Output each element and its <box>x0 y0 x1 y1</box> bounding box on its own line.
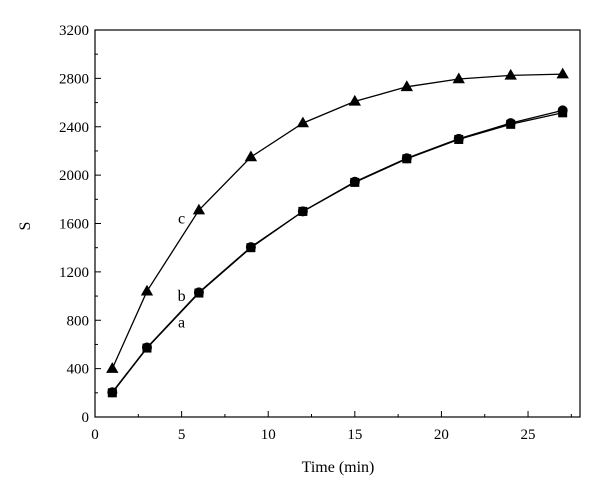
data-point-c <box>296 116 309 128</box>
x-tick-label: 20 <box>434 427 449 443</box>
data-point-b <box>401 153 412 164</box>
plot-area <box>94 29 581 418</box>
y-tick-label: 0 <box>82 410 90 426</box>
data-point-b <box>107 387 118 398</box>
series-layer <box>106 67 569 398</box>
y-tick-label: 3200 <box>59 23 89 39</box>
y-tick-label: 1200 <box>59 265 89 281</box>
y-tick-label: 2400 <box>59 120 89 136</box>
curve-label-c: c <box>178 211 185 228</box>
x-tick-label: 15 <box>347 427 362 443</box>
data-point-c <box>140 284 154 296</box>
annotation-layer: c ba <box>178 211 186 332</box>
data-point-b <box>505 118 516 129</box>
x-tick-label: 0 <box>91 427 99 443</box>
data-point-c <box>192 203 206 215</box>
series-line-a <box>111 112 563 394</box>
y-tick-label: 400 <box>67 362 90 378</box>
series-line-c <box>111 73 563 369</box>
data-point-c <box>556 67 569 79</box>
data-point-b <box>141 342 152 353</box>
y-tick-label: 2800 <box>59 71 89 87</box>
x-axis-label: Time (min) <box>302 459 375 476</box>
data-point-b <box>453 133 464 144</box>
data-point-c <box>504 68 517 80</box>
x-tick-label: 5 <box>178 427 186 443</box>
y-axis-label: S <box>17 222 34 231</box>
tick-layer: 0 5 10 15 20 25 0 400 800 1200 1600 2000 2400 2800 320… <box>59 23 572 443</box>
data-point-c <box>106 362 119 373</box>
data-point-c <box>244 150 258 162</box>
data-point-c <box>348 94 361 106</box>
curve-label-b: b <box>178 288 186 305</box>
data-point-b <box>297 206 308 217</box>
data-point-c <box>452 72 465 84</box>
plot-frame <box>94 29 581 418</box>
y-tick-label: 1600 <box>59 217 89 233</box>
x-tick-label: 25 <box>521 427 536 443</box>
curve-label-a: a <box>178 315 185 332</box>
data-point-c <box>400 80 413 92</box>
series-c <box>106 67 569 373</box>
y-tick-label: 800 <box>67 313 90 329</box>
series-b <box>107 105 568 398</box>
data-point-b <box>245 242 256 253</box>
x-tick-label: 10 <box>261 427 276 443</box>
series-a <box>107 108 568 398</box>
data-point-b <box>349 176 360 187</box>
series-line-b <box>111 109 563 393</box>
y-tick-label: 2000 <box>59 168 89 184</box>
data-point-b <box>193 287 204 298</box>
data-point-b <box>557 105 568 116</box>
